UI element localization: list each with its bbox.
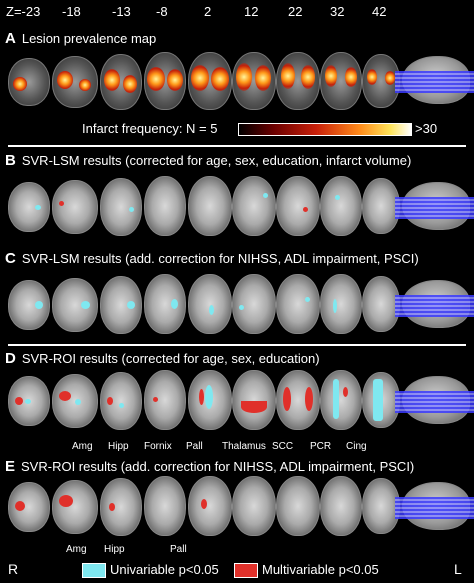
z-label: 2	[204, 4, 212, 19]
panel-title-text: Lesion prevalence map	[21, 31, 157, 46]
univariable-label: Univariable p<0.05	[110, 562, 219, 577]
left-hemisphere-label: L	[454, 561, 462, 577]
multivariable-swatch	[234, 563, 258, 578]
roi-label: Amg	[66, 544, 87, 555]
axial-slice	[52, 180, 98, 234]
axial-slice	[100, 54, 142, 110]
axial-slice	[188, 476, 232, 536]
panel-b-title: B SVR-LSM results (corrected for age, sex…	[5, 152, 411, 169]
roi-label: Thalamus	[222, 441, 266, 452]
axial-slice	[100, 178, 142, 236]
sagittal-slice	[395, 376, 474, 424]
sagittal-slice	[395, 280, 474, 328]
panel-title-text: SVR-LSM results (corrected for age, sex,…	[21, 153, 412, 168]
axial-slice	[232, 176, 276, 236]
axial-slice	[144, 274, 186, 334]
z-label: 42	[372, 4, 387, 19]
right-hemisphere-label: R	[8, 561, 19, 577]
axial-slice	[232, 370, 276, 430]
roi-label: Pall	[186, 441, 203, 452]
axial-slice	[276, 176, 320, 236]
panel-title-text: SVR-LSM results (add. correction for NIH…	[21, 251, 419, 266]
axial-slice	[320, 476, 362, 536]
z-label: -13	[112, 4, 131, 19]
z-coordinate-row: Z=-23 -18 -13 -8 2 12 22 32 42	[0, 4, 474, 22]
axial-slice	[276, 370, 320, 430]
axial-slice	[8, 182, 50, 232]
roi-label: Amg	[72, 441, 93, 452]
axial-slice	[232, 52, 276, 110]
axial-slice	[188, 274, 232, 334]
axial-slice	[8, 482, 50, 532]
colorbar-label: Infarct frequency: N = 5	[82, 121, 218, 136]
axial-slice	[144, 52, 186, 110]
panel-title-text: SVR-ROI results (corrected for age, sex,…	[21, 351, 320, 366]
roi-label: SCC	[272, 441, 294, 452]
axial-slice	[8, 280, 50, 330]
axial-slice	[52, 374, 98, 428]
axial-slice	[276, 52, 320, 110]
multivariable-label: Multivariable p<0.05	[262, 562, 379, 577]
colorbar	[238, 123, 412, 136]
axial-slice	[100, 276, 142, 334]
sagittal-slice	[395, 56, 474, 104]
axial-slice	[232, 274, 276, 334]
axial-slice	[144, 476, 186, 536]
z-label: Z=-23	[6, 4, 41, 19]
axial-slice	[52, 480, 98, 534]
panel-c-title: C SVR-LSM results (add. correction for NI…	[5, 250, 419, 267]
sagittal-slice	[395, 482, 474, 530]
axial-slice	[320, 274, 362, 334]
roi-label: Cing	[346, 441, 367, 452]
axial-slice	[144, 370, 186, 430]
axial-slice	[52, 56, 98, 108]
roi-label: Pall	[170, 544, 187, 555]
panel-letter: B	[5, 152, 16, 169]
panel-d: D SVR-ROI results (corrected for age, sex…	[0, 348, 474, 456]
separator	[8, 344, 466, 346]
axial-slice	[188, 176, 232, 236]
z-label: 22	[288, 4, 303, 19]
axial-slice	[144, 176, 186, 236]
axial-slice	[100, 372, 142, 430]
z-label: -8	[156, 4, 168, 19]
axial-slice	[52, 278, 98, 332]
panel-a-title: A Lesion prevalence map	[5, 30, 156, 47]
axial-slice	[362, 54, 400, 108]
roi-label: Hipp	[108, 441, 129, 452]
panel-d-title: D SVR-ROI results (corrected for age, sex…	[5, 350, 320, 367]
panel-letter: E	[5, 458, 16, 475]
panel-a: A Lesion prevalence map Infarct frequency…	[0, 28, 474, 143]
roi-label: Hipp	[104, 544, 125, 555]
roi-label: Fornix	[144, 441, 172, 452]
axial-slice	[320, 52, 362, 110]
axial-slice	[100, 478, 142, 536]
sagittal-slice	[395, 182, 474, 230]
univariable-swatch	[82, 563, 106, 578]
axial-slice	[188, 370, 232, 430]
panel-title-text: SVR-ROI results (add. correction for NIH…	[21, 459, 415, 474]
panel-letter: C	[5, 250, 16, 267]
panel-e: E SVR-ROI results (add. correction for NI…	[0, 456, 474, 556]
separator	[8, 145, 466, 147]
axial-slice	[320, 370, 362, 430]
z-label: 32	[330, 4, 345, 19]
colorbar-max-label: >30	[415, 121, 438, 136]
axial-slice	[188, 52, 232, 110]
axial-slice	[276, 274, 320, 334]
panel-e-title: E SVR-ROI results (add. correction for NI…	[5, 458, 414, 475]
axial-slice	[8, 376, 50, 426]
panel-letter: A	[5, 30, 16, 47]
axial-slice	[8, 58, 50, 106]
panel-b: B SVR-LSM results (corrected for age, sex…	[0, 150, 474, 246]
axial-slice	[232, 476, 276, 536]
z-label: 12	[244, 4, 259, 19]
roi-label: PCR	[310, 441, 332, 452]
axial-slice	[320, 176, 362, 236]
axial-slice	[276, 476, 320, 536]
panel-c: C SVR-LSM results (add. correction for NI…	[0, 248, 474, 344]
panel-letter: D	[5, 350, 16, 367]
z-label: -18	[62, 4, 81, 19]
axial-slice	[362, 372, 400, 428]
